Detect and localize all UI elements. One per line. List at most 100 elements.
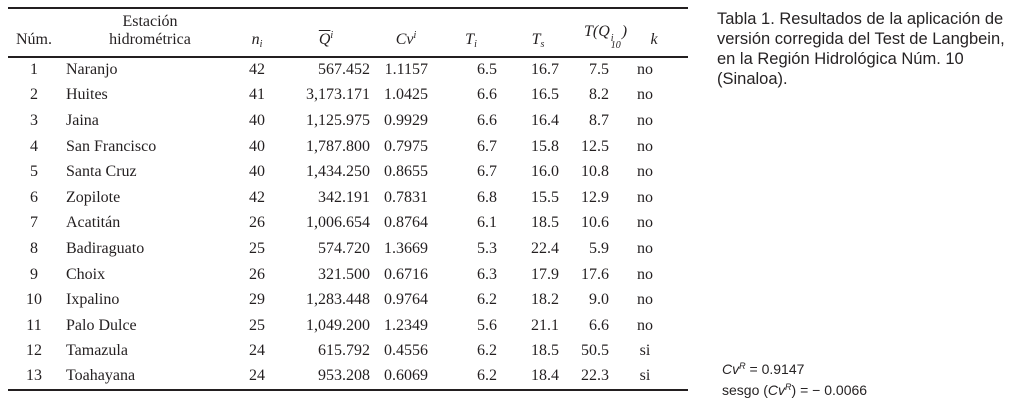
cell-ni: 26 (249, 265, 265, 283)
cell-station: Santa Cruz (66, 163, 137, 181)
cell-ti: 6.2 (477, 367, 497, 385)
cell-ni: 40 (249, 137, 265, 155)
cell-ni: 24 (249, 342, 265, 360)
cell-k: si (639, 367, 651, 385)
langbein-results-table: Núm. Estación hidrométrica ni Qi Cvi Ti Ts T(Q i 1… (8, 7, 688, 391)
col-header-station: Estación hidrométrica (60, 8, 240, 58)
cell-station: Jaina (66, 111, 99, 129)
caption-line-1: Tabla 1. Resultados de la aplicación de (717, 10, 1004, 28)
cell-ti: 6.8 (477, 188, 497, 206)
cell-ni: 24 (249, 367, 265, 385)
cell-k: no (637, 214, 653, 232)
caption-line-4: (Sinaloa). (717, 70, 788, 88)
col-header-cv: Cvi (378, 8, 434, 58)
cell-ts: 18.5 (531, 214, 559, 232)
table-body: 1 Naranjo 42 567.452 1.1157 6.5 16.7 7.5 no 2 Huit… (8, 57, 688, 390)
cv-symbol: Cv (722, 361, 740, 377)
cell-k: no (637, 61, 653, 79)
cell-ti: 6.2 (477, 342, 497, 360)
cell-k: no (637, 316, 653, 334)
cell-station: Tamazula (66, 342, 128, 360)
cell-ts: 21.1 (531, 316, 559, 334)
cell-num: 10 (26, 291, 42, 309)
cell-tq: 50.5 (581, 342, 609, 360)
cell-qbar: 567.452 (318, 61, 370, 79)
table-row: 8 Badiraguato 25 574.720 1.3669 5.3 22.4 5.9 no (8, 236, 688, 262)
cell-ti: 6.7 (477, 137, 497, 155)
cell-tq: 7.5 (589, 61, 609, 79)
table-caption: Tabla 1. Resultados de la aplicación de … (717, 9, 1029, 89)
cell-ti: 5.3 (477, 239, 497, 257)
cell-ts: 16.4 (531, 111, 559, 129)
cell-k: no (637, 239, 653, 257)
cell-ts: 16.5 (531, 86, 559, 104)
note-sesgo: sesgo (CvR) = − 0.0066 (722, 380, 867, 401)
caption-line-2: versión corregida del Test de Langbein, (717, 30, 1005, 48)
cell-cv: 0.9929 (384, 111, 428, 129)
cell-station: San Francisco (66, 137, 157, 155)
cell-ti: 6.7 (477, 163, 497, 181)
table-row: 4 San Francisco 40 1,787.800 0.7975 6.7 15.8 12… (8, 134, 688, 160)
sesgo-close-paren: ) (791, 381, 797, 398)
table-row: 2 Huites 41 3,173.171 1.0425 6.6 16.5 8.2 no (8, 83, 688, 109)
cell-cv: 0.7831 (384, 188, 428, 206)
cell-tq: 22.3 (581, 367, 609, 385)
cell-num: 2 (30, 86, 38, 104)
cell-ts: 18.4 (531, 367, 559, 385)
cell-tq: 6.6 (589, 316, 609, 334)
table-row: 11 Palo Dulce 25 1,049.200 1.2349 5.6 21.1 6.6 n… (8, 313, 688, 339)
col-header-k: k (620, 8, 688, 58)
cell-ts: 18.5 (531, 342, 559, 360)
cell-cv: 0.6069 (384, 367, 428, 385)
cell-num: 3 (30, 111, 38, 129)
cell-tq: 8.2 (589, 86, 609, 104)
cell-cv: 0.9764 (384, 291, 428, 309)
cell-cv: 0.4556 (384, 342, 428, 360)
cell-cv: 0.7975 (384, 137, 428, 155)
cell-qbar: 1,006.654 (306, 214, 370, 232)
cell-ni: 41 (249, 86, 265, 104)
cell-cv: 1.1157 (384, 61, 428, 79)
cell-station: Naranjo (66, 61, 118, 79)
cell-cv: 0.8764 (384, 214, 428, 232)
cell-ti: 6.1 (477, 214, 497, 232)
col-header-ti: Ti (434, 8, 508, 58)
cell-qbar: 321.500 (318, 265, 370, 283)
col-header-ts: Ts (508, 8, 568, 58)
cell-ts: 22.4 (531, 239, 559, 257)
cell-k: no (637, 137, 653, 155)
cell-tq: 9.0 (589, 291, 609, 309)
cell-num: 13 (26, 367, 42, 385)
cell-station: Choix (66, 265, 106, 283)
cell-ni: 40 (249, 111, 265, 129)
cell-ti: 5.6 (477, 316, 497, 334)
col-header-num: Núm. (8, 8, 60, 58)
table-row: 9 Choix 26 321.500 0.6716 6.3 17.9 17.6 no (8, 262, 688, 288)
sesgo-cv-superscript: R (785, 381, 792, 392)
cell-num: 6 (30, 188, 38, 206)
cell-station: Zopilote (66, 188, 121, 206)
cell-k: si (639, 342, 651, 360)
cell-station: Toahayana (66, 367, 136, 385)
cell-station: Palo Dulce (66, 316, 137, 334)
cell-ts: 15.5 (531, 188, 559, 206)
cell-num: 1 (30, 61, 38, 79)
cell-ts: 17.9 (531, 265, 559, 283)
cell-cv: 1.0425 (384, 86, 428, 104)
cell-num: 5 (30, 163, 38, 181)
cell-qbar: 3,173.171 (306, 86, 370, 104)
cv-superscript: R (739, 361, 746, 371)
table-row: 5 Santa Cruz 40 1,434.250 0.8655 6.7 16.0 10.8 n… (8, 159, 688, 185)
cell-qbar: 953.208 (318, 367, 370, 385)
note-cvr: CvR = 0.9147 (722, 359, 867, 380)
cell-qbar: 342.191 (318, 188, 370, 206)
cell-num: 7 (30, 214, 38, 232)
cell-ti: 6.6 (477, 86, 497, 104)
cell-tq: 10.8 (581, 163, 609, 181)
cell-ni: 40 (249, 163, 265, 181)
cell-k: no (637, 265, 653, 283)
cell-ts: 16.7 (531, 61, 559, 79)
cell-qbar: 1,787.800 (306, 137, 370, 155)
cell-num: 12 (26, 342, 42, 360)
cell-qbar: 615.792 (318, 342, 370, 360)
